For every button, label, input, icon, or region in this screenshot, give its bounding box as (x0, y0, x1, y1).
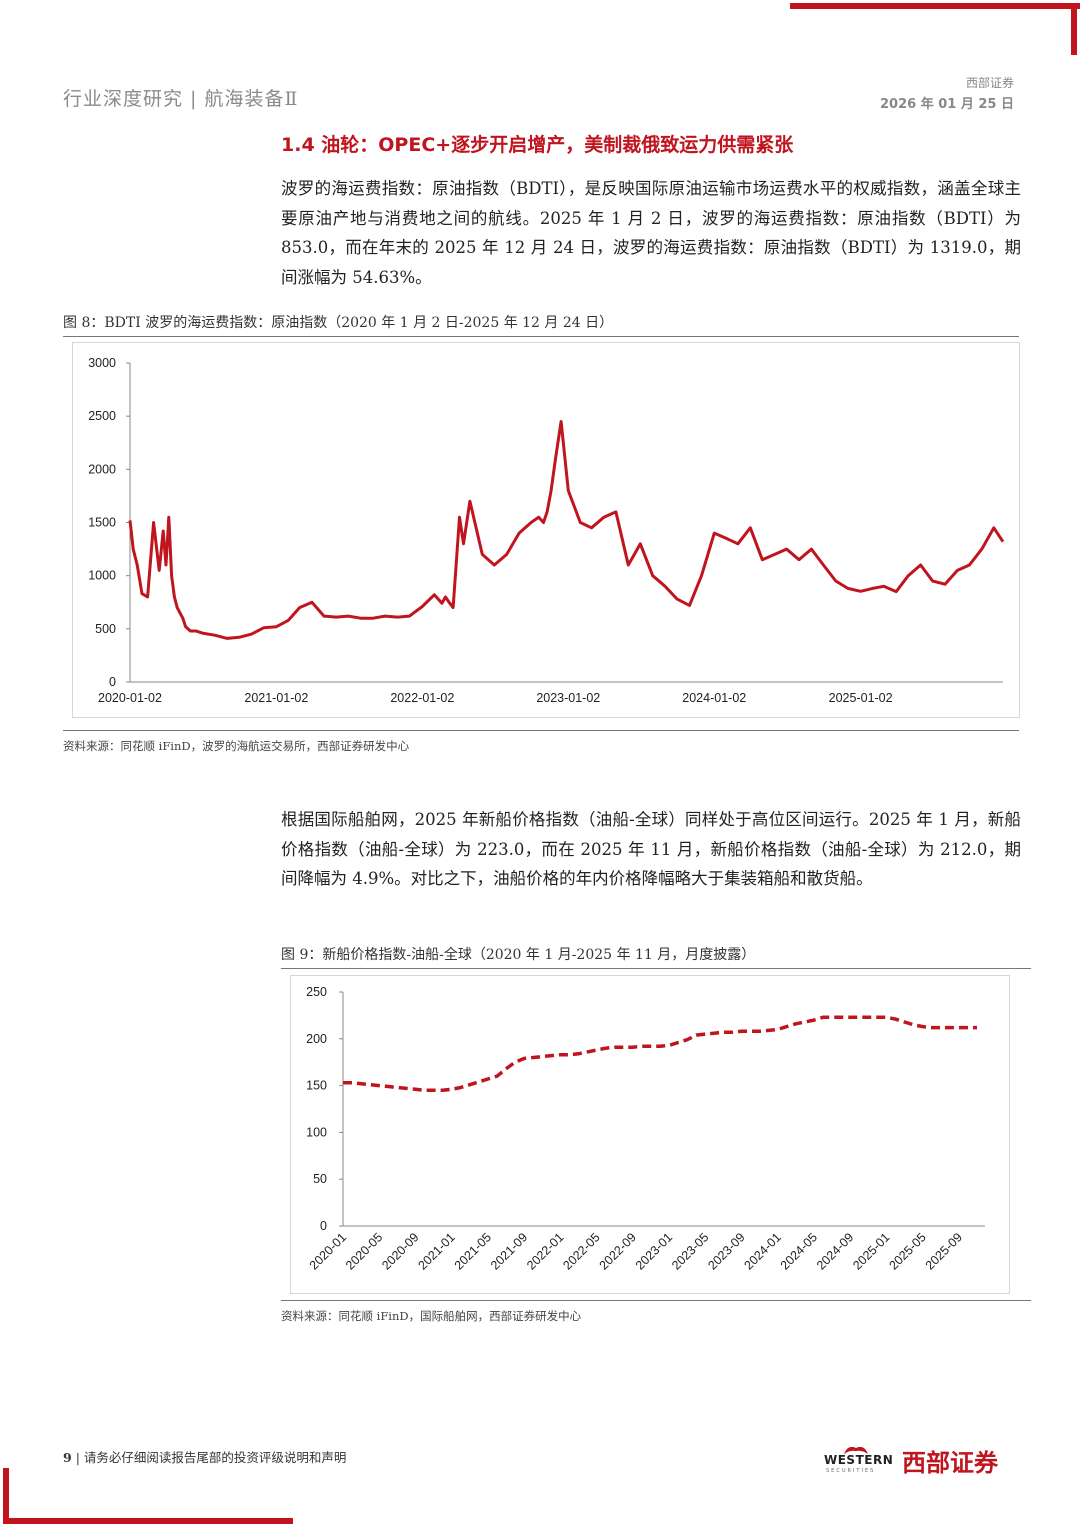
figure-8-bottom-rule (63, 730, 1019, 731)
report-category: 行业深度研究 | 航海装备Ⅱ (63, 88, 299, 110)
newbuild-price-chart: 0 50 100 150 200 250 2020-01 2020-05 2020-09 2021… (290, 975, 1010, 1294)
figure-9-top-rule (281, 968, 1031, 969)
x-tick-label: 2023-05 (669, 1230, 711, 1272)
footer-disclaimer: 请务必仔细阅读报告尾部的投资评级说明和声明 (83, 1450, 347, 1465)
x-tick-label: 2022-05 (560, 1230, 602, 1272)
x-tick-label: 2020-09 (379, 1230, 421, 1272)
x-tick-label: 2024-09 (814, 1230, 856, 1272)
header-date: 2026 年 01 月 25 日 (880, 97, 1014, 112)
x-tick-label: 2020-05 (343, 1230, 385, 1272)
x-tick-label: 2024-05 (778, 1230, 820, 1272)
header-company: 西部证券 (965, 76, 1014, 90)
paragraph-bdti: 波罗的海运费指数：原油指数（BDTI），是反映国际原油运输市场运费水平的权威指数… (281, 179, 1021, 288)
logo-english: WESTERN (824, 1453, 894, 1467)
x-tick-label: 2025-01 (850, 1230, 892, 1272)
y-tick-label: 0 (109, 675, 116, 689)
footer-note: 9 | 请务必仔细阅读报告尾部的投资评级说明和声明 (63, 1450, 347, 1465)
x-tick-label: 2023-01-02 (536, 691, 600, 705)
x-tick-label: 2022-09 (597, 1230, 639, 1272)
y-tick-label: 1500 (88, 516, 116, 530)
x-tick-label: 2022-01-02 (390, 691, 454, 705)
bdti-chart-svg: 0 500 1000 1500 2000 2500 3000 2020-01-02 2021-0… (88, 356, 1005, 705)
bull-horn-icon (844, 1446, 868, 1454)
x-tick-label: 2025-01-02 (829, 691, 893, 705)
logo-chinese: 西部证券 (902, 1449, 998, 1477)
figure-9-bottom-rule (281, 1300, 1031, 1301)
x-tick-label: 2021-01-02 (244, 691, 308, 705)
x-tick-label: 2022-01 (524, 1230, 566, 1272)
y-tick-label: 3000 (88, 356, 116, 370)
y-tick-label: 50 (313, 1172, 327, 1186)
x-tick-label: 2021-09 (488, 1230, 530, 1272)
y-tick-label: 500 (95, 622, 116, 636)
bottom-left-corner-decoration (0, 1468, 295, 1527)
figure-9-source: 资料来源：同花顺 iFinD，国际船舶网，西部证券研发中心 (281, 1309, 582, 1323)
x-tick-label: 2021-05 (452, 1230, 494, 1272)
figure-8-top-rule (63, 336, 1019, 337)
x-tick-label: 2025-05 (886, 1230, 928, 1272)
y-tick-label: 200 (306, 1032, 327, 1046)
x-tick-label: 2024-01 (742, 1230, 784, 1272)
y-tick-label: 2500 (88, 409, 116, 423)
x-tick-label: 2021-01 (415, 1230, 457, 1272)
section-title: 1.4 油轮：OPEC+逐步开启增产，美制裁俄致运力供需紧张 (281, 134, 794, 156)
x-tick-label: 2023-09 (705, 1230, 747, 1272)
x-tick-label: 2020-01-02 (98, 691, 162, 705)
x-tick-label: 2024-01-02 (682, 691, 746, 705)
newbuild-price-series-line (343, 1015, 977, 1093)
y-tick-label: 150 (306, 1079, 327, 1093)
x-tick-label: 2023-01 (633, 1230, 675, 1272)
y-tick-label: 100 (306, 1125, 327, 1139)
x-tick-label: 2025-09 (923, 1230, 965, 1272)
bdti-chart: 0 500 1000 1500 2000 2500 3000 2020-01-02 2021-0… (72, 342, 1020, 718)
y-tick-label: 250 (306, 985, 327, 999)
x-tick-label: 2020-01 (307, 1230, 349, 1272)
figure-8-caption: 图 8：BDTI 波罗的海运费指数：原油指数（2020 年 1 月 2 日-20… (63, 315, 614, 331)
bdti-series-line (128, 420, 1005, 640)
newbuild-price-chart-svg: 0501001502002502020-012020-052020-092021… (306, 985, 985, 1273)
top-right-corner-decoration (790, 0, 1080, 55)
paragraph-newbuild-price: 根据国际船舶网，2025 年新船价格指数（油船-全球）同样处于高位区间运行。20… (281, 810, 1021, 889)
y-tick-label: 1000 (88, 569, 116, 583)
y-tick-label: 2000 (88, 462, 116, 476)
company-logo: WESTERN SECURITIES 西部证券 (822, 1440, 1022, 1480)
header-right: 西部证券 2026 年 01 月 25 日 (880, 74, 1014, 112)
page-number: 9 (63, 1450, 72, 1465)
y-tick-label: 0 (320, 1219, 327, 1233)
figure-9-caption: 图 9：新船价格指数-油船-全球（2020 年 1 月-2025 年 11 月，… (281, 947, 756, 963)
figure-8-source: 资料来源：同花顺 iFinD，波罗的海航运交易所，西部证券研发中心 (63, 739, 410, 753)
logo-english-sub: SECURITIES (826, 1468, 876, 1474)
